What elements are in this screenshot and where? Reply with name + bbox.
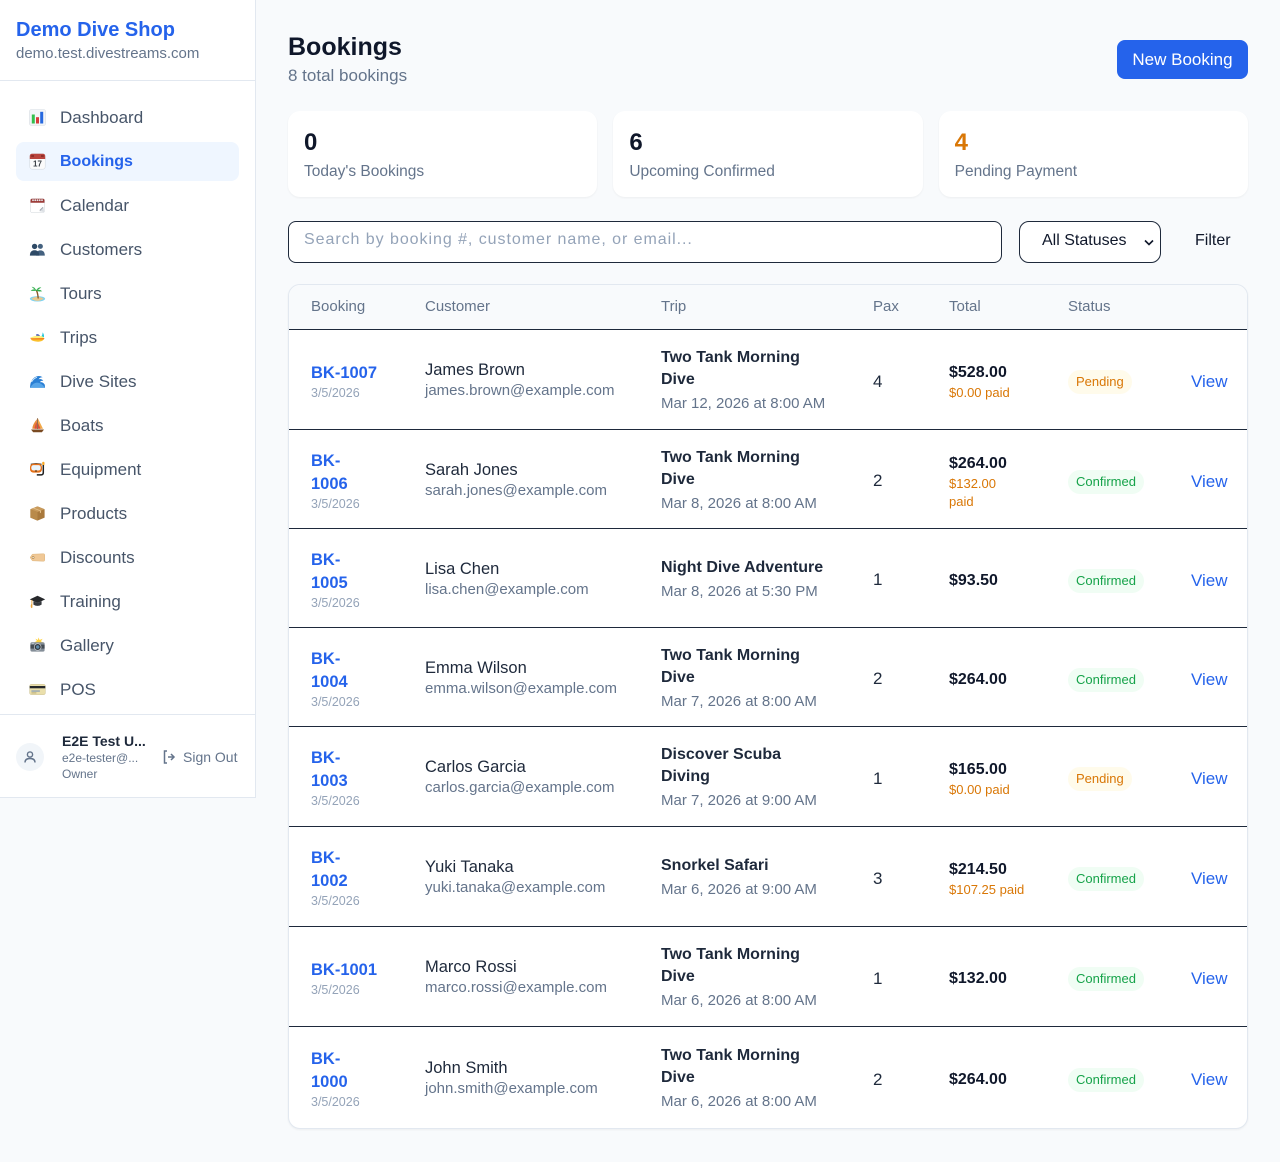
svg-text:17: 17 [33,160,42,169]
